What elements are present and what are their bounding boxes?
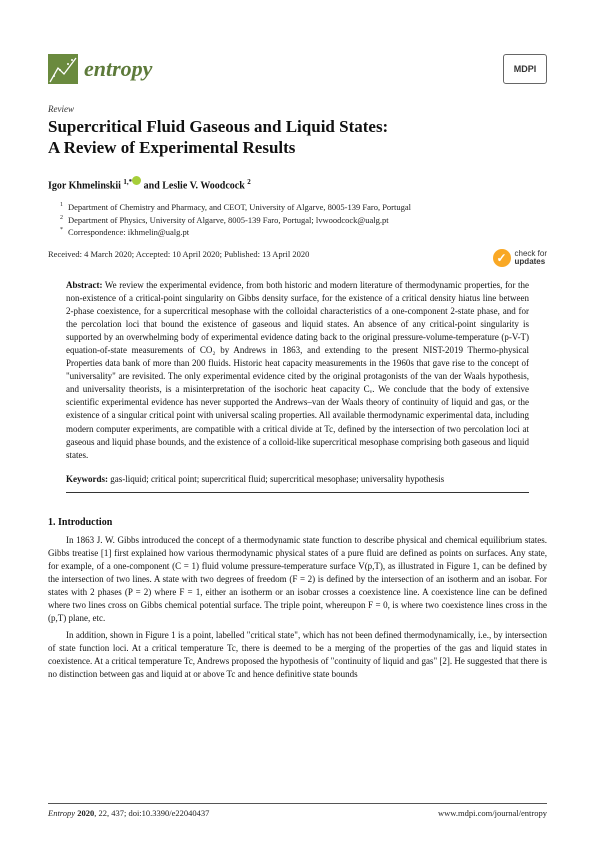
affiliations: 1Department of Chemistry and Pharmacy, a…: [48, 201, 547, 239]
publication-dates: Received: 4 March 2020; Accepted: 10 Apr…: [48, 249, 309, 259]
section-1-p1: In 1863 J. W. Gibbs introduced the conce…: [48, 534, 547, 625]
authors-and: and Leslie V. Woodcock: [141, 180, 247, 191]
footer: Entropy 2020, 22, 437; doi:10.3390/e2204…: [48, 803, 547, 818]
abstract-label: Abstract:: [66, 280, 103, 290]
footer-left: Entropy 2020, 22, 437; doi:10.3390/e2204…: [48, 808, 209, 818]
section-1-head: 1. Introduction: [48, 517, 547, 528]
mdpi-logo: MDPI: [503, 54, 547, 84]
keywords: Keywords: gas-liquid; critical point; su…: [66, 474, 529, 484]
author-1: Igor Khmelinskii: [48, 180, 123, 191]
check-for-updates[interactable]: ✓ check for updates: [493, 249, 547, 267]
dates-row: Received: 4 March 2020; Accepted: 10 Apr…: [48, 249, 547, 267]
article-title: Supercritical Fluid Gaseous and Liquid S…: [48, 116, 547, 159]
title-line-2: A Review of Experimental Results: [48, 138, 295, 157]
affiliation-1: 1Department of Chemistry and Pharmacy, a…: [60, 201, 547, 214]
footer-right: www.mdpi.com/journal/entropy: [438, 808, 547, 818]
keywords-text: gas-liquid; critical point; supercritica…: [110, 474, 444, 484]
abstract: Abstract: We review the experimental evi…: [66, 279, 529, 462]
journal-logo: entropy: [48, 54, 152, 84]
author-2-sup: 2: [247, 178, 251, 186]
abstract-text: We review the experimental evidence, fro…: [66, 280, 529, 460]
affiliation-2: 2Department of Physics, University of Al…: [60, 214, 547, 227]
correspondence: *Correspondence: ikhmelin@ualg.pt: [60, 226, 547, 239]
journal-name: entropy: [84, 56, 152, 82]
title-line-1: Supercritical Fluid Gaseous and Liquid S…: [48, 117, 388, 136]
article-type: Review: [48, 104, 547, 114]
keywords-label: Keywords:: [66, 474, 108, 484]
header-row: entropy MDPI: [48, 54, 547, 84]
divider: [66, 492, 529, 493]
check-updates-icon: ✓: [493, 249, 511, 267]
authors: Igor Khmelinskii 1,* and Leslie V. Woodc…: [48, 175, 547, 191]
orcid-icon[interactable]: [132, 176, 141, 185]
entropy-icon: [48, 54, 78, 84]
section-1-p2: In addition, shown in Figure 1 is a poin…: [48, 629, 547, 681]
check-updates-text: check for updates: [515, 250, 547, 266]
